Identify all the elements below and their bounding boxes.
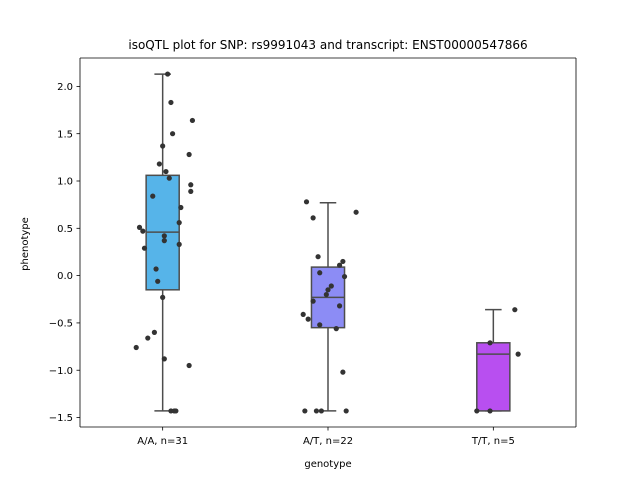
data-point [310,298,316,304]
data-point [313,408,320,414]
box-3 [476,342,511,412]
data-point [341,273,348,280]
data-point [136,224,143,230]
y-tick-label: 0.5 [57,224,73,235]
data-point [169,131,176,137]
y-tick-label: −1.5 [49,413,73,424]
data-point [353,209,359,215]
y-axis-label: phenotype [20,217,31,271]
data-point [515,351,521,357]
data-point [512,307,518,313]
data-point [343,408,349,414]
data-point [145,335,151,341]
data-point [340,258,346,265]
data-point [315,254,321,260]
data-point [303,199,310,205]
data-point [161,233,167,239]
chart-title: isoQTL plot for SNP: rs9991043 and trans… [128,38,527,52]
data-point [140,228,146,234]
y-tick-label: 2.0 [57,82,73,93]
data-point [165,71,171,77]
data-point [333,326,339,332]
x-tick-label: T/T, n=5 [471,436,515,447]
x-tick-label: A/T, n=22 [303,436,353,447]
data-point [166,175,172,181]
data-point [153,266,159,272]
data-point [474,408,480,414]
data-point [141,245,148,251]
data-point [156,161,162,167]
data-point [328,283,334,289]
x-axis-label: genotype [304,459,351,470]
data-point [487,340,493,346]
data-point [151,329,157,335]
y-tick-label: 0.0 [57,271,73,282]
data-point [160,143,166,149]
data-point [323,291,329,298]
data-point [487,408,493,414]
data-point [168,99,174,106]
data-point [336,262,343,268]
x-axis: A/A, n=31 A/T, n=22 T/T, n=5 [80,57,576,447]
data-point [310,215,316,221]
data-point [155,278,161,284]
data-point [300,311,306,318]
data-point [161,238,167,244]
data-point [336,303,343,309]
y-tick-label: 1.5 [57,129,73,140]
data-point [133,344,139,351]
data-point [186,151,192,158]
x-tick-label: A/A, n=31 [137,436,188,447]
data-point [189,117,196,124]
y-tick-label: 1.0 [57,177,73,188]
data-point [318,408,324,414]
data-point [161,356,167,362]
y-tick-label: −0.5 [49,319,73,330]
data-point [340,369,346,375]
y-tick-label: −1.0 [49,366,73,377]
data-point [317,322,323,328]
data-point [302,408,308,414]
data-point [176,220,182,226]
data-point [150,193,156,199]
plot-area [133,71,521,414]
data-point [188,188,194,195]
data-point [317,270,323,276]
data-point [188,182,194,188]
y-axis: −1.5 −1.0 −0.5 0.0 0.5 1.0 1.5 2.0 [49,58,577,427]
data-point [173,408,179,414]
data-point [305,316,311,322]
data-point [160,294,166,300]
data-point [176,241,182,247]
data-point [186,362,192,369]
data-point [325,287,331,293]
data-point [178,204,184,211]
data-point [163,168,169,175]
